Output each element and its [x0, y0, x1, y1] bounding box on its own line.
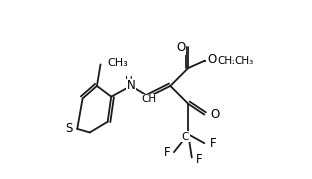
Text: CH: CH	[141, 94, 156, 104]
Text: CH₂: CH₂	[218, 56, 237, 66]
Text: O: O	[211, 108, 220, 121]
Text: O: O	[207, 53, 216, 66]
Text: F: F	[210, 137, 216, 150]
Text: N: N	[127, 79, 135, 92]
Text: CH₃: CH₃	[108, 58, 129, 68]
Text: S: S	[66, 122, 73, 135]
Text: F: F	[164, 146, 170, 159]
Text: F: F	[195, 153, 202, 166]
Text: CH₃: CH₃	[235, 56, 254, 66]
Text: H: H	[125, 76, 133, 86]
Text: O: O	[176, 41, 186, 54]
Text: C: C	[182, 132, 189, 142]
